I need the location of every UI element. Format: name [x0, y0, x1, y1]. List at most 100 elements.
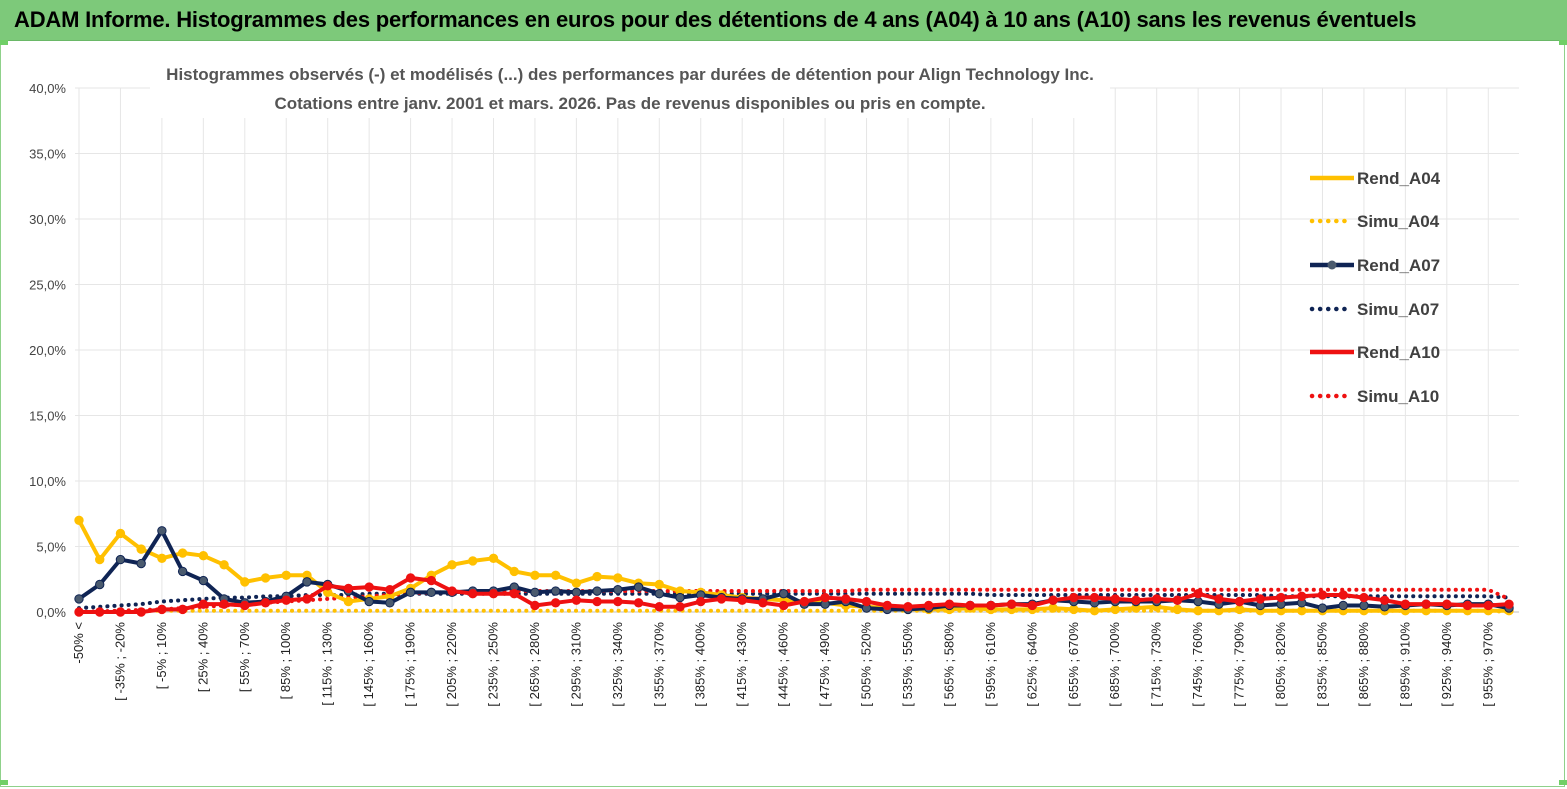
- x-tick-label: [ 835% ; 850%: [1314, 622, 1329, 707]
- data-point: [530, 587, 540, 598]
- x-tick-label: -50% <: [71, 622, 86, 664]
- data-point: [198, 575, 209, 586]
- data-point: [1234, 604, 1245, 615]
- x-tick-label: [ 475% ; 490%: [817, 622, 832, 707]
- data-point: [1276, 592, 1286, 603]
- data-point: [530, 600, 540, 611]
- subtitle-background: [150, 58, 1110, 118]
- data-point: [447, 560, 457, 570]
- data-point: [550, 570, 561, 581]
- x-tick-label: [ 505% ; 520%: [859, 622, 874, 707]
- y-tick-label: 10,0%: [29, 474, 66, 489]
- series-line: [77, 587, 1511, 614]
- x-tick-label: [ 925% ; 940%: [1439, 622, 1454, 707]
- data-point: [157, 526, 167, 536]
- data-point: [944, 599, 955, 609]
- data-point: [343, 583, 354, 594]
- data-point: [530, 570, 540, 581]
- data-point: [1297, 605, 1307, 616]
- corner-handle: [1559, 40, 1567, 45]
- legend-item-Simu_A04: Simu_A04: [1309, 212, 1440, 231]
- y-tick-label: 5,0%: [36, 540, 66, 555]
- data-point: [1193, 588, 1203, 599]
- legend-label: Simu_A04: [1357, 212, 1440, 231]
- x-tick-label: [ 205% ; 220%: [444, 622, 459, 707]
- data-point: [468, 556, 478, 566]
- x-tick-label: [ 565% ; 580%: [941, 622, 956, 707]
- data-point: [219, 599, 229, 609]
- legend-label: Simu_A10: [1357, 387, 1439, 406]
- data-point: [198, 599, 209, 609]
- data-point: [1297, 591, 1307, 601]
- x-tick-label: [ 895% ; 910%: [1397, 622, 1412, 707]
- data-point: [675, 592, 685, 603]
- data-point: [157, 604, 167, 615]
- data-point: [1089, 592, 1100, 603]
- x-tick-label: [ -35% ; -20%: [112, 622, 127, 701]
- data-point: [716, 594, 727, 604]
- data-point: [654, 579, 664, 590]
- data-point: [136, 544, 146, 554]
- data-point: [1110, 594, 1120, 604]
- data-point: [364, 596, 374, 607]
- data-point: [820, 592, 830, 603]
- data-point: [1338, 590, 1348, 600]
- data-point: [509, 588, 519, 599]
- data-point: [1048, 603, 1058, 613]
- data-point: [74, 607, 84, 617]
- y-tick-label: 25,0%: [29, 278, 66, 293]
- data-point: [281, 570, 291, 581]
- data-point: [1069, 592, 1079, 603]
- x-tick-label: [ -5% ; 10%: [154, 622, 169, 690]
- legend-label: Rend_A10: [1357, 343, 1440, 362]
- x-tick-label: [ 55% ; 70%: [237, 622, 252, 693]
- x-tick-label: [ 715% ; 730%: [1149, 622, 1164, 707]
- data-point: [95, 579, 105, 590]
- data-point: [95, 607, 105, 617]
- data-point: [1089, 605, 1100, 616]
- data-point: [240, 600, 250, 611]
- data-point: [1006, 599, 1017, 609]
- legend: Rend_A04 Simu_A04 Rend_A07 Simu_A07 Rend_A10…: [1309, 169, 1441, 406]
- x-tick-label: [ 385% ; 400%: [693, 622, 708, 707]
- legend-label: Simu_A07: [1357, 300, 1439, 319]
- data-point: [1214, 594, 1224, 604]
- data-point: [1442, 599, 1452, 609]
- data-point: [1317, 603, 1328, 613]
- data-point: [177, 604, 188, 615]
- data-point: [447, 586, 457, 596]
- data-point: [633, 598, 644, 608]
- corner-handle: [0, 780, 8, 785]
- data-point: [1338, 600, 1348, 611]
- x-tick-label: [ 535% ; 550%: [900, 622, 915, 707]
- data-point: [157, 553, 167, 563]
- x-tick-label: [ 805% ; 820%: [1273, 622, 1288, 707]
- data-point: [426, 575, 437, 586]
- data-point: [488, 553, 499, 563]
- data-point: [405, 573, 416, 583]
- series-line: [77, 528, 1510, 612]
- x-tick-label: [ 235% ; 250%: [485, 622, 500, 707]
- x-tick-label: [ 865% ; 880%: [1356, 622, 1371, 707]
- x-tick-label: [ 115% ; 130%: [320, 622, 335, 706]
- data-point: [1504, 599, 1514, 609]
- series-Rend_A10: [74, 573, 1514, 617]
- y-tick-label: 15,0%: [29, 409, 66, 424]
- y-tick-label: 35,0%: [29, 147, 66, 162]
- data-point: [758, 598, 768, 608]
- data-point: [136, 558, 146, 569]
- x-tick-label: [ 625% ; 640%: [1024, 622, 1039, 707]
- data-point: [1421, 599, 1431, 609]
- legend-label: Rend_A04: [1357, 169, 1441, 188]
- data-point: [364, 582, 374, 592]
- data-point: [219, 560, 229, 570]
- x-tick-label: [ 745% ; 760%: [1190, 622, 1205, 707]
- data-point: [861, 596, 872, 607]
- x-tick-label: [ 415% ; 430%: [734, 622, 749, 707]
- data-point: [613, 573, 623, 583]
- x-tick-label: [ 445% ; 460%: [776, 622, 791, 707]
- data-point: [654, 602, 664, 612]
- data-point: [1379, 595, 1390, 605]
- data-point: [385, 598, 395, 608]
- data-point: [426, 587, 437, 598]
